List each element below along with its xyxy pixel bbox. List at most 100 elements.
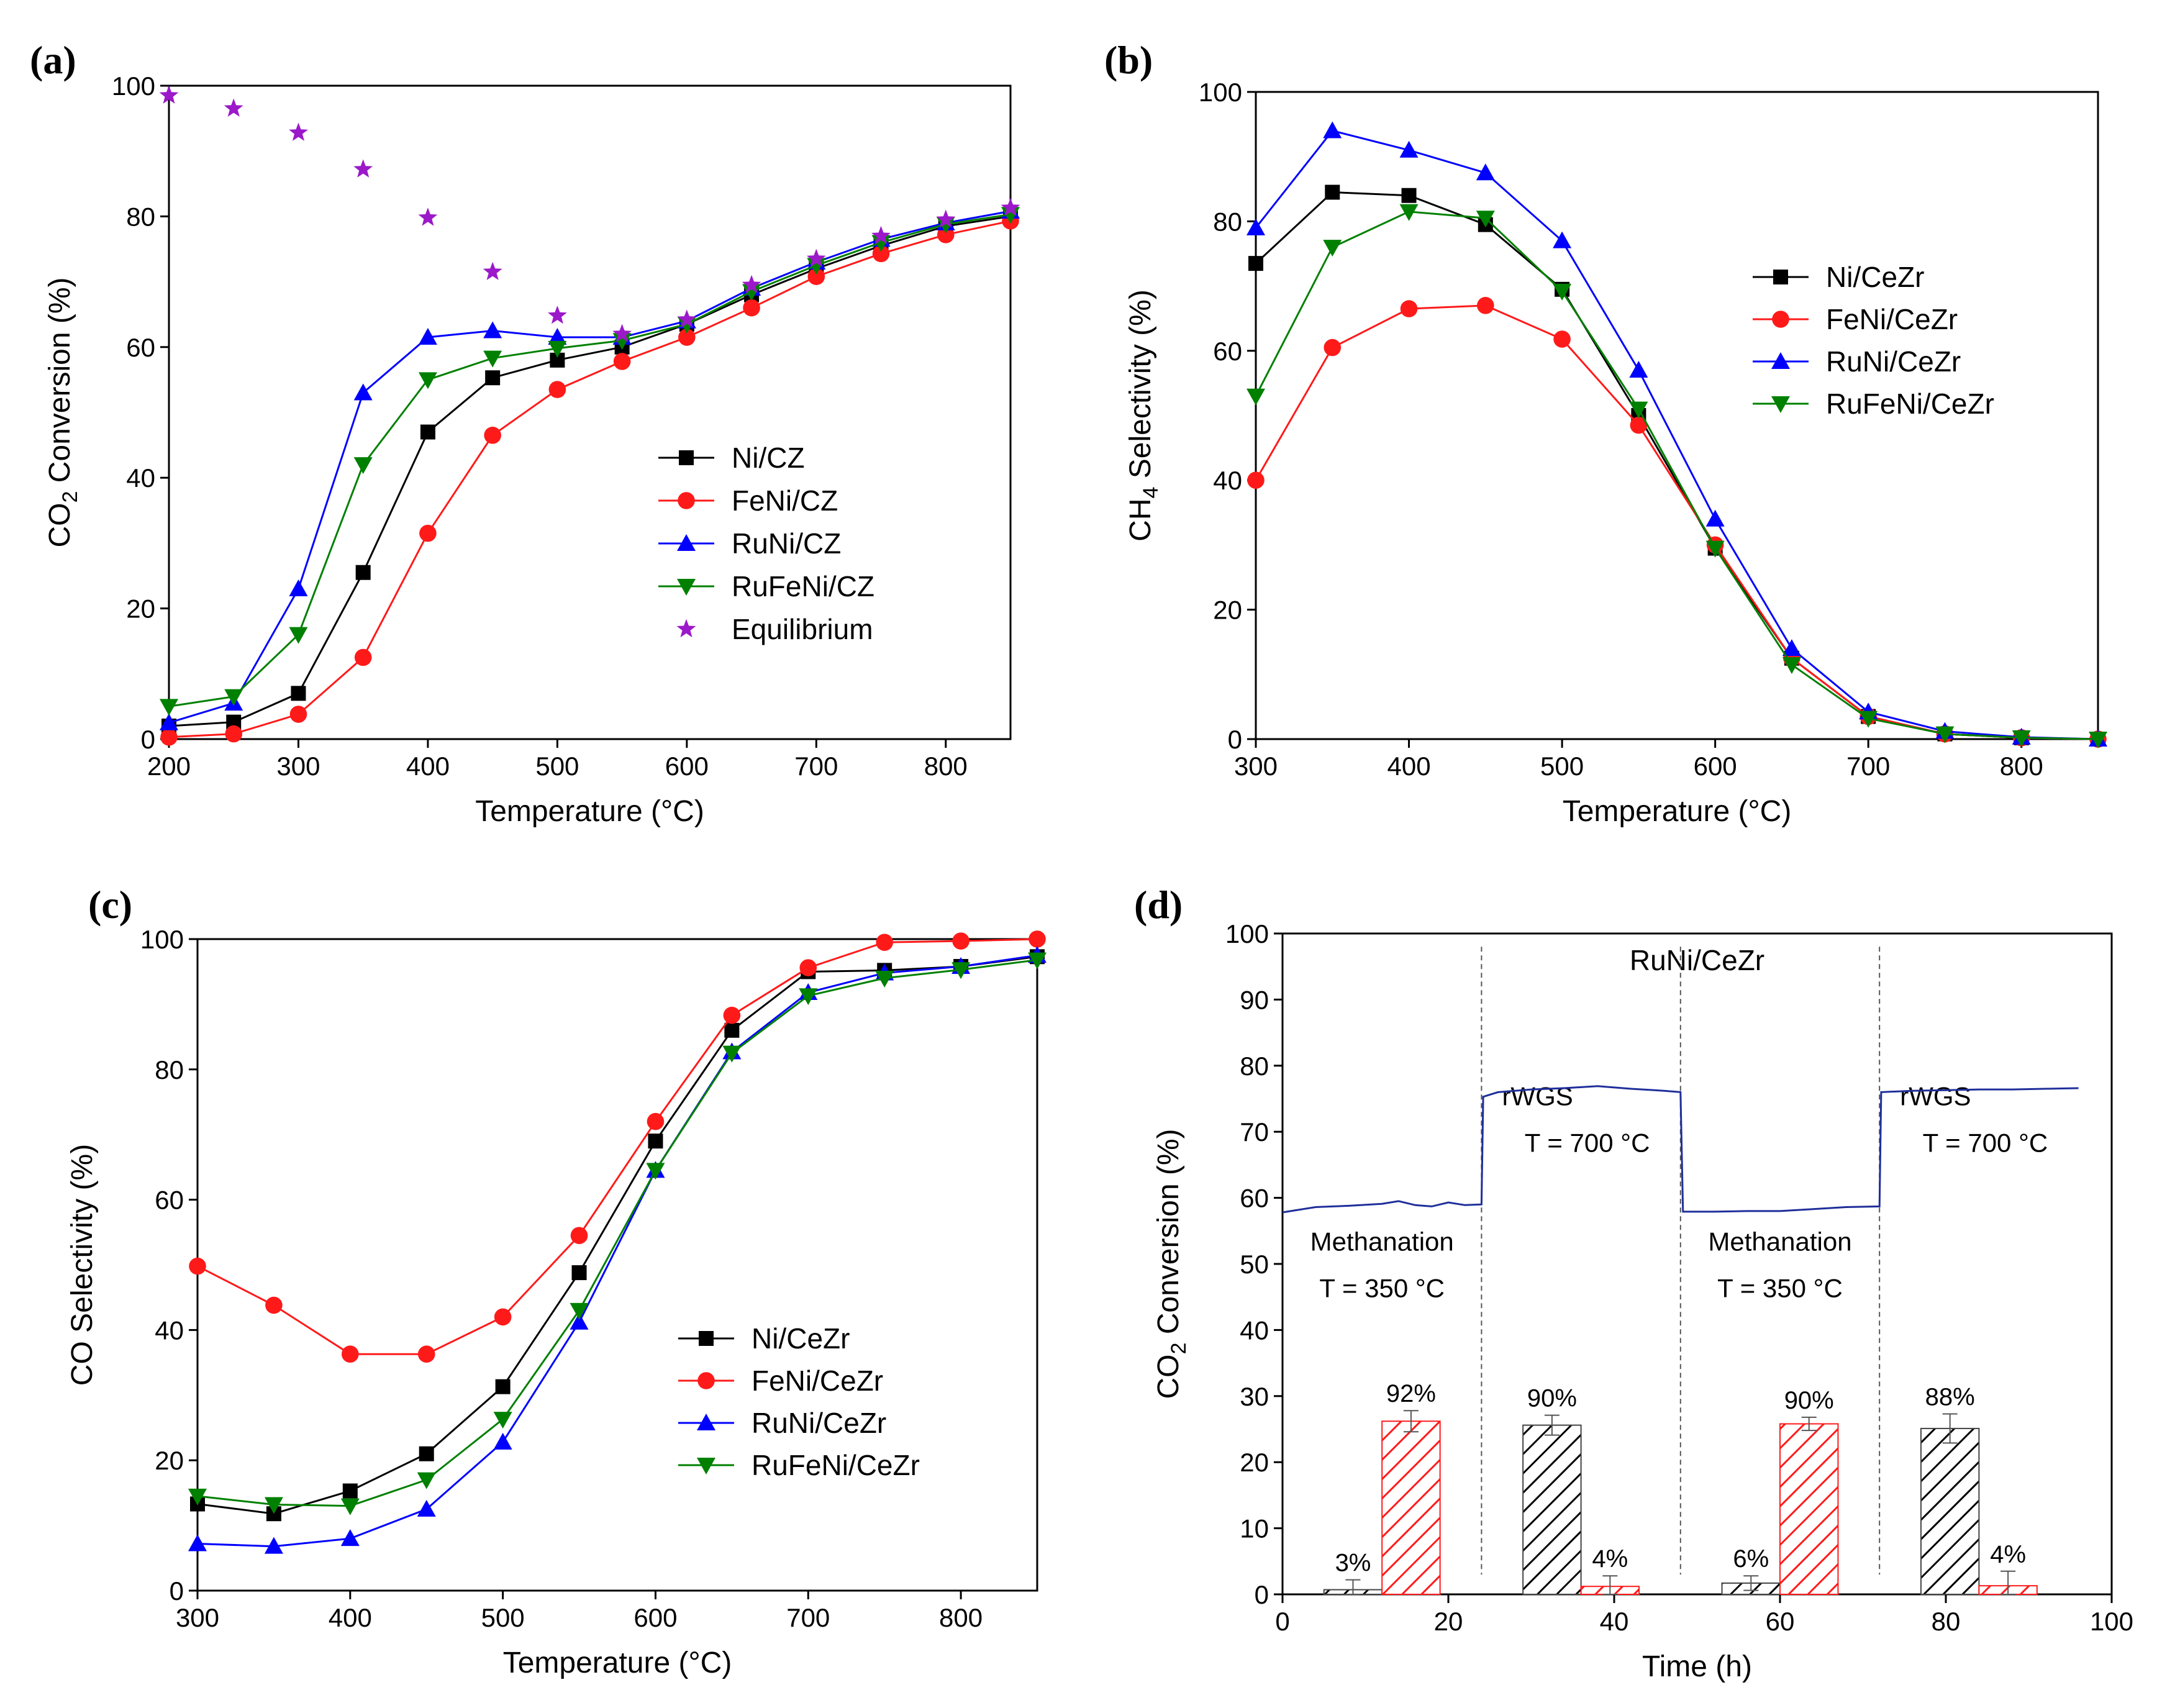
- legend-marker: [678, 492, 695, 509]
- series-ni-cezr: [190, 949, 1045, 1522]
- series-equilibrium: [159, 85, 1020, 342]
- x-tick-label: 40: [1600, 1607, 1629, 1636]
- data-point: [1782, 639, 1801, 656]
- data-point: [951, 962, 971, 979]
- data-point: [419, 1446, 434, 1461]
- data-point: [264, 1537, 283, 1554]
- legend-item: RuFeNi/CZ: [658, 570, 874, 602]
- data-point: [1247, 388, 1265, 406]
- data-point: [742, 284, 761, 301]
- legend-marker: [676, 619, 696, 638]
- x-tick-label: 20: [1434, 1607, 1463, 1636]
- y-tick-label: 100: [1225, 919, 1269, 948]
- data-point: [1401, 188, 1417, 203]
- data-point: [418, 328, 437, 345]
- data-point: [548, 328, 567, 345]
- x-tick-label: 800: [2000, 752, 2043, 781]
- data-point: [1400, 300, 1418, 317]
- data-point: [1029, 930, 1046, 948]
- x-tick-label: 600: [1694, 752, 1737, 781]
- data-point: [1629, 401, 1648, 419]
- series-ni-cz: [161, 209, 1018, 734]
- series-rufeni-cezr: [1247, 204, 2107, 748]
- x-tick-label: 600: [665, 752, 709, 781]
- y-tick-label: 40: [126, 463, 155, 493]
- y-tick-label: 0: [170, 1576, 184, 1606]
- data-point: [646, 1163, 665, 1180]
- y-tick-label: 40: [155, 1315, 184, 1345]
- chart-title: RuNi/CeZr: [1630, 944, 1764, 976]
- series-line: [197, 955, 1038, 1515]
- x-tick-label: 300: [176, 1603, 219, 1632]
- legend: Ni/CeZr FeNi/CeZr RuNi/CeZr RuFeNi/CeZr: [678, 1322, 920, 1481]
- legend-label: Ni/CZ: [732, 442, 805, 474]
- legend-label: RuNi/CeZr: [752, 1407, 886, 1439]
- panel-b-ch4-selectivity: (b) 300 400 500 600 700 800 0 20 40 60 80 100 Tempera…: [1104, 38, 2107, 828]
- x-axis-label: Time (h): [1642, 1650, 1752, 1683]
- panel-label: (b): [1104, 38, 1153, 82]
- data-point: [417, 1345, 435, 1363]
- data-point: [648, 1133, 663, 1149]
- bar-group: 6%: [1721, 1545, 1781, 1596]
- data-point: [1705, 540, 1725, 558]
- series-line: [168, 220, 1011, 738]
- y-tick-label: 60: [1213, 337, 1242, 366]
- legend-item: Ni/CeZr: [1753, 261, 1924, 293]
- x-tick-label: 500: [1540, 752, 1584, 781]
- data-point: [1705, 509, 1725, 527]
- y-tick-label: 80: [126, 202, 155, 231]
- bar-value-label: 3%: [1335, 1550, 1371, 1577]
- x-tick-label: 700: [794, 752, 838, 781]
- y-tick-label: 80: [1213, 207, 1242, 236]
- data-point: [1553, 231, 1572, 248]
- bar-value-label: 90%: [1527, 1385, 1577, 1412]
- data-point: [678, 329, 696, 346]
- data-point: [417, 1472, 436, 1489]
- y-axis-label: CO2 Conversion (%): [43, 277, 82, 547]
- legend-item: RuNi/CeZr: [1753, 345, 1961, 378]
- bar: [1920, 1427, 1980, 1596]
- plot-frame: [1255, 91, 2099, 740]
- data-point: [677, 309, 697, 328]
- data-point: [353, 457, 373, 475]
- y-axis-label-rest: Selectivity (%): [1124, 289, 1157, 486]
- panel-label: (d): [1134, 883, 1183, 927]
- legend-marker: [679, 450, 694, 465]
- bar-value-label: 88%: [1925, 1384, 1975, 1411]
- series-line: [197, 938, 1038, 1355]
- data-point: [722, 1045, 742, 1063]
- legend-marker: [1771, 352, 1790, 369]
- y-axis-label: CH4 Selectivity (%): [1124, 289, 1163, 542]
- legend-label: FeNi/CZ: [732, 484, 838, 517]
- x-tick-label: 500: [535, 752, 579, 781]
- y-tick-label: 40: [1213, 466, 1242, 495]
- y-tick-label: 20: [155, 1446, 184, 1475]
- x-tick-label: 80: [1932, 1607, 1961, 1636]
- legend-label: FeNi/CeZr: [1826, 303, 1958, 335]
- panel-a-co2-conversion: (a) 200 300 400 500 600 700 800 0 20 40 60 80 100 Temp…: [30, 38, 1020, 828]
- legend-marker: [677, 534, 696, 551]
- x-axis-label: Temperature (°C): [475, 795, 704, 828]
- bar: [1779, 1423, 1839, 1596]
- y-tick-label: 0: [1255, 1580, 1269, 1609]
- data-point: [353, 159, 373, 178]
- data-point: [493, 1412, 512, 1429]
- data-point: [485, 370, 501, 386]
- y-tick-label: 60: [155, 1186, 184, 1215]
- bar: [1522, 1424, 1582, 1595]
- series-line: [197, 954, 1038, 1548]
- data-point: [1476, 163, 1495, 181]
- phase-condition: T = 700 °C: [1525, 1129, 1650, 1158]
- data-point: [1247, 218, 1265, 235]
- series-line: [168, 213, 1011, 707]
- data-point: [289, 706, 307, 723]
- data-point: [799, 988, 818, 1006]
- data-point: [612, 333, 632, 350]
- data-point: [548, 340, 567, 358]
- legend-label: RuFeNi/CZ: [732, 570, 874, 602]
- y-tick-label: 10: [1240, 1514, 1269, 1543]
- data-point: [1247, 471, 1265, 489]
- legend-marker: [1773, 270, 1788, 284]
- data-point: [1630, 416, 1648, 434]
- data-point: [1028, 952, 1047, 970]
